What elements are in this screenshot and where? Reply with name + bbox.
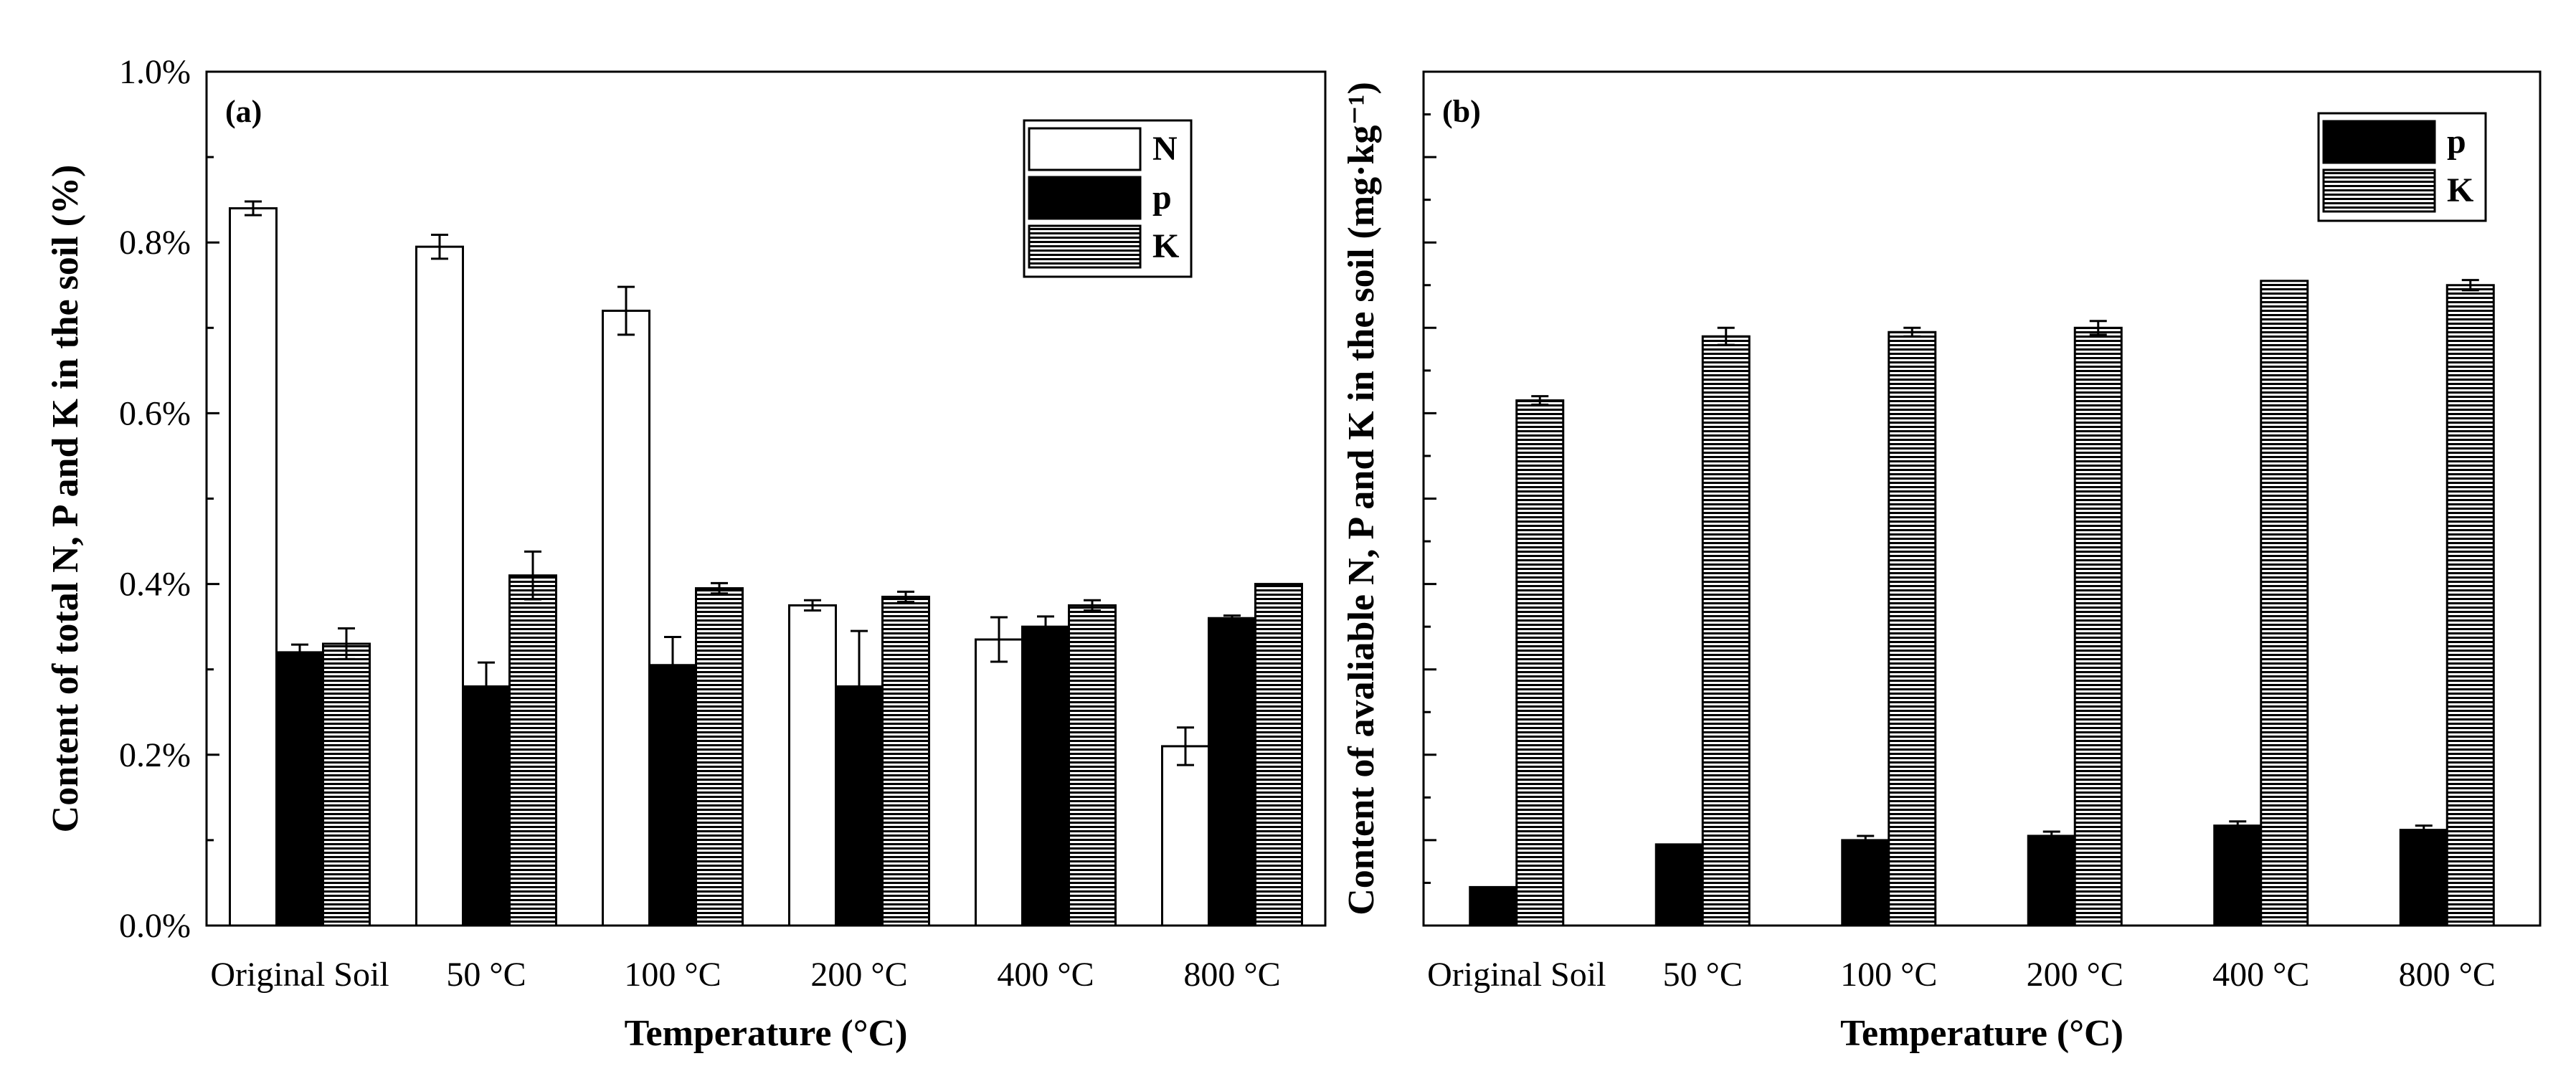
y-tick-label: 0.6% [119, 394, 191, 432]
panel-label: (b) [1442, 94, 1481, 129]
bar-K-4 [2260, 280, 2309, 927]
chart-panel-b: (b) Original Soil 50 °C 100 °C 200 °C 400 °C 8… [1341, 70, 2542, 1054]
bar-K-4 [1068, 604, 1117, 927]
x-tick-label: 800 °C [1183, 956, 1280, 994]
panel-label: (a) [225, 94, 262, 129]
y-tick-label: 1.0% [119, 53, 191, 91]
y-axis-title: Content of total N, P and K in the soil … [45, 165, 86, 833]
bar-p-5 [1208, 617, 1256, 927]
legend: NpK [1023, 119, 1193, 278]
bar-p-4 [2213, 824, 2263, 927]
bar-K-0 [322, 642, 371, 927]
bar-p-1 [1654, 843, 1704, 927]
bar-K-0 [1515, 399, 1565, 927]
bar-p-0 [1469, 885, 1518, 927]
legend-label-N: N [1152, 130, 1178, 168]
bar-N-1 [415, 245, 464, 927]
chart-panel-a: 0.0% 0.2% 0.4% 0.6% 0.8% 1.0% (a) Original Soil… [45, 53, 1327, 1054]
legend-label-p: p [2447, 123, 2466, 161]
legend-label-K: K [1152, 227, 1179, 265]
x-tick-label: Original Soil [1427, 956, 1606, 994]
bar-K-5 [2445, 284, 2495, 927]
x-tick-label: 100 °C [624, 956, 721, 994]
bar-N-2 [602, 309, 650, 927]
legend-label-K: K [2447, 171, 2473, 209]
legend-swatch-p [2322, 120, 2436, 164]
bar-N-0 [229, 207, 278, 927]
bar-K-3 [2073, 326, 2123, 927]
x-tick-label: 50 °C [1663, 956, 1743, 994]
y-axis-title: Content of avaliable N, P and K in the s… [1341, 82, 1382, 916]
x-tick-label: 800 °C [2399, 956, 2496, 994]
bar-N-4 [975, 638, 1023, 927]
x-tick-label: 100 °C [1840, 956, 1937, 994]
legend-swatch-N [1028, 127, 1142, 171]
x-tick-label: Original Soil [210, 956, 389, 994]
bar-K-1 [1701, 335, 1751, 927]
x-axis-title: Temperature (°C) [1840, 1013, 2123, 1054]
x-tick-label: 400 °C [2212, 956, 2309, 994]
y-tick-label: 0.2% [119, 736, 191, 774]
bar-K-2 [1888, 330, 1937, 927]
legend: pK [2317, 112, 2487, 222]
bar-p-3 [2027, 834, 2076, 927]
bar-K-2 [695, 587, 744, 927]
x-axis-title: Temperature (°C) [625, 1013, 908, 1054]
x-tick-label: 200 °C [2027, 956, 2123, 994]
bar-p-1 [462, 685, 511, 927]
legend-swatch-K [1028, 224, 1142, 269]
y-tick-label: 0.0% [119, 907, 191, 945]
bar-K-5 [1254, 583, 1303, 927]
bar-N-5 [1161, 745, 1210, 927]
bar-p-2 [1841, 839, 1890, 927]
x-tick-label: 400 °C [997, 956, 1094, 994]
bar-p-2 [648, 664, 697, 927]
x-tick-label: 200 °C [810, 956, 907, 994]
bar-N-3 [788, 604, 837, 927]
bar-K-3 [881, 595, 930, 927]
legend-swatch-K [2322, 168, 2436, 213]
legend-swatch-p [1028, 176, 1142, 220]
bar-p-4 [1021, 625, 1070, 927]
bar-p-5 [2399, 829, 2448, 927]
legend-label-p: p [1152, 179, 1172, 217]
bar-K-1 [508, 574, 557, 927]
bar-p-0 [275, 651, 324, 927]
y-tick-label: 0.8% [119, 224, 191, 262]
y-tick-label: 0.4% [119, 566, 191, 604]
x-tick-label: 50 °C [446, 956, 526, 994]
